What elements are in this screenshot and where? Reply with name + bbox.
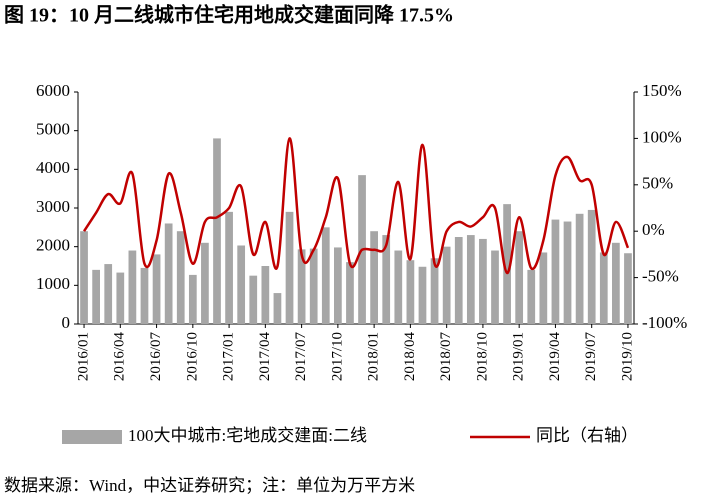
y2-tick-label: 0% [642, 220, 665, 239]
bar [491, 250, 499, 324]
y-tick-label: 2000 [36, 236, 70, 255]
y-tick-label: 4000 [36, 158, 70, 177]
legend-swatch [62, 430, 122, 444]
bar [128, 250, 137, 324]
x-tick-label: 2019/07 [583, 332, 599, 382]
bar [261, 266, 270, 324]
y2-tick-label: 50% [642, 174, 673, 193]
y-tick-label: 6000 [36, 81, 70, 100]
bar [515, 231, 524, 324]
bar [92, 269, 100, 324]
bar [612, 242, 620, 324]
bar [201, 242, 209, 324]
x-tick-label: 2018/10 [474, 332, 490, 381]
line [82, 137, 630, 275]
bar [152, 254, 161, 324]
bar [406, 260, 415, 324]
y2-tick-label: -100% [642, 313, 687, 332]
x-tick-label: 2016/01 [75, 332, 91, 381]
bar [563, 221, 572, 324]
x-tick-label: 2017/04 [257, 332, 273, 382]
bar [249, 275, 258, 324]
x-tick-label: 2017/10 [329, 332, 345, 381]
bar [213, 138, 221, 324]
x-tick-label: 2019/01 [511, 332, 527, 381]
bar [430, 258, 439, 324]
bar [624, 253, 632, 324]
y-tick-label: 0 [62, 313, 71, 332]
bar [116, 272, 125, 324]
bar [285, 211, 294, 324]
bar [104, 264, 113, 324]
bar [418, 266, 427, 324]
bar [575, 213, 584, 324]
bar [176, 231, 185, 324]
x-tick-label: 2018/04 [402, 332, 418, 382]
bar [297, 249, 306, 324]
bar [237, 245, 246, 324]
y-tick-label: 3000 [36, 197, 70, 216]
x-tick-label: 2019/04 [547, 332, 563, 382]
bar [80, 231, 88, 324]
x-tick-label: 2016/04 [112, 332, 128, 382]
y2-tick-label: 150% [642, 81, 682, 100]
legend-label: 同比（右轴） [536, 426, 638, 445]
bar [370, 231, 378, 324]
bar [140, 267, 149, 324]
x-tick-label: 2018/01 [366, 332, 382, 381]
bar [442, 246, 451, 324]
x-tick-label: 2018/07 [438, 332, 454, 382]
bar [394, 250, 403, 324]
bar [382, 235, 391, 324]
x-tick-label: 2016/10 [184, 332, 200, 381]
source-note: 数据来源：Wind，中达证券研究；注：单位为万平方米 [4, 476, 415, 495]
bar [454, 237, 463, 324]
bar [346, 262, 354, 324]
bar [551, 219, 560, 324]
bar [309, 248, 318, 324]
y-tick-label: 1000 [36, 274, 70, 293]
bar [321, 227, 330, 324]
legend-label: 100大中城市:宅地成交建面:二线 [128, 426, 367, 445]
bar [599, 252, 608, 324]
bar [539, 252, 548, 324]
bar [466, 235, 475, 324]
bar [527, 269, 536, 324]
x-tick-label: 2017/07 [293, 332, 309, 382]
bar [479, 238, 487, 324]
bar [503, 204, 511, 324]
x-tick-label: 2017/01 [221, 332, 237, 381]
bar [334, 247, 342, 324]
x-tick-label: 2019/10 [619, 332, 635, 381]
chart-title: 图 19：10 月二线城市住宅用地成交建面同降 17.5% [4, 3, 454, 27]
bar [587, 209, 596, 324]
bar [164, 223, 173, 324]
bar [225, 211, 233, 324]
bar [188, 274, 197, 324]
y2-tick-label: -50% [642, 267, 679, 286]
y2-tick-label: 100% [642, 127, 682, 146]
y-tick-label: 5000 [36, 120, 70, 139]
x-tick-label: 2016/07 [148, 332, 164, 382]
bar [273, 293, 282, 324]
